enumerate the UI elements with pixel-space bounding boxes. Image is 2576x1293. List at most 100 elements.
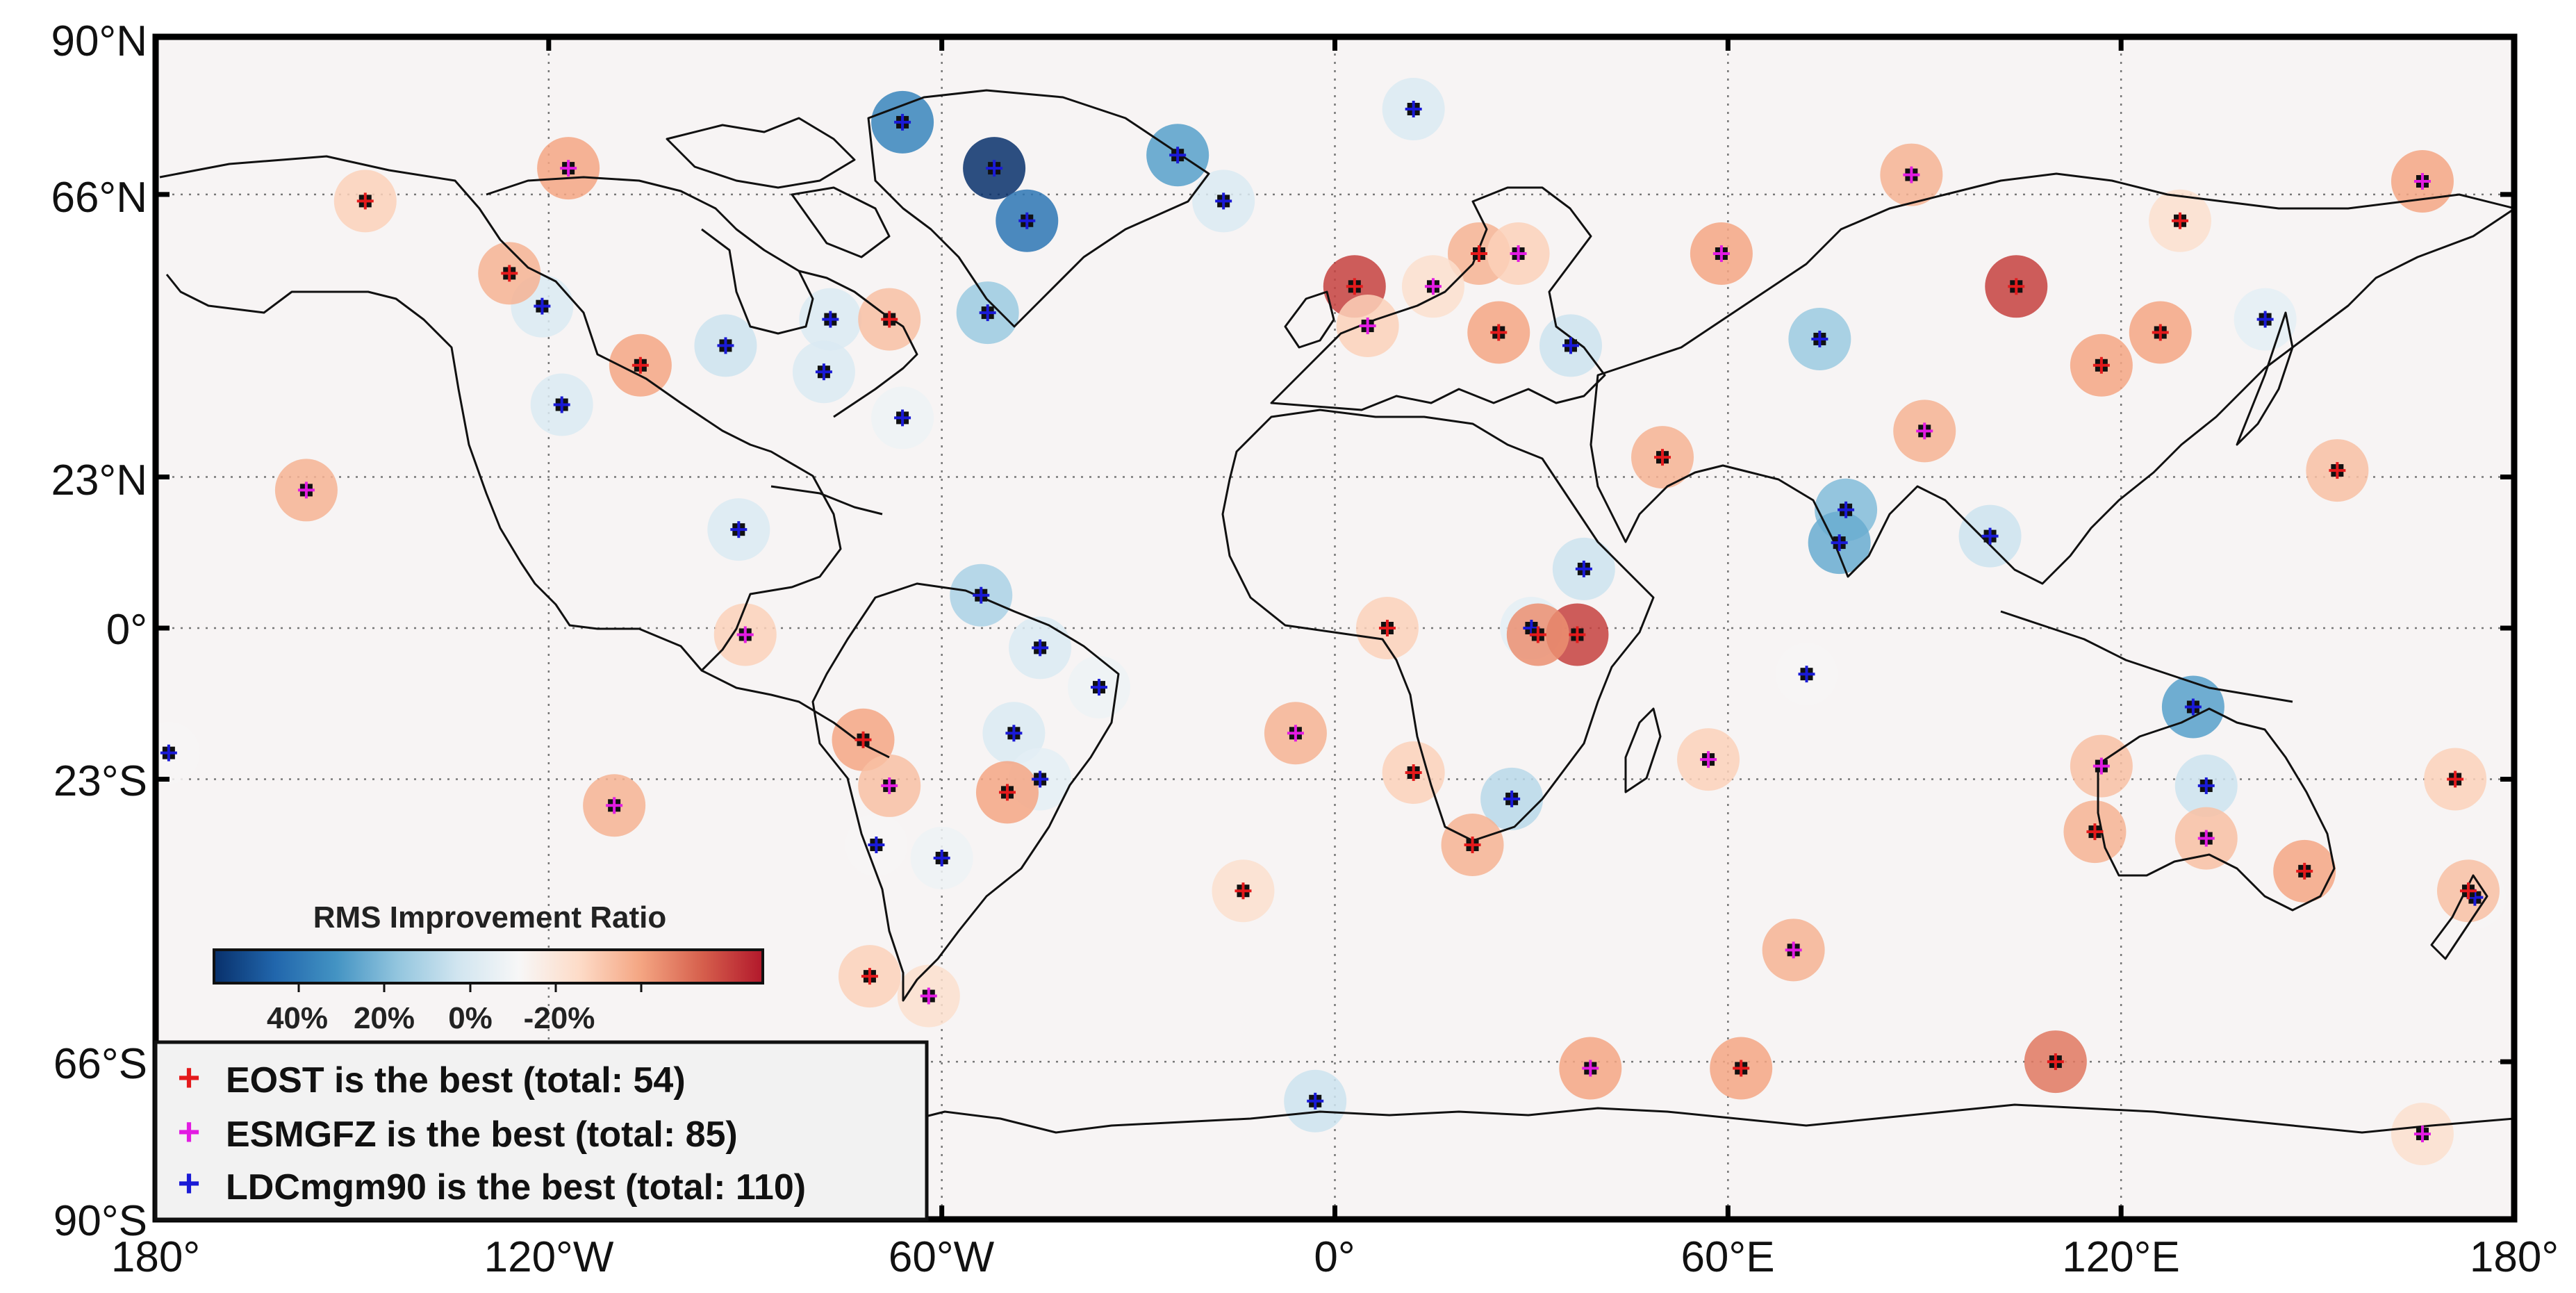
station-marker-ldcmgm90 [986,160,1003,177]
station-marker-esmgfz [2413,173,2431,190]
coast-new-zealand [2430,874,2488,960]
station-marker-ldcmgm90 [1005,725,1023,742]
coast-antarctica [889,1103,2514,1134]
station-marker-esmgfz [920,987,937,1005]
lat-label-90n: 90°N [51,17,147,65]
colorbar-tick-minus20: -20% [524,1001,595,1035]
station-marker-esmgfz [736,626,754,643]
coast-africa [1221,409,1655,842]
lat-label-90s: 90°S [53,1197,147,1245]
legend: + EOST is the best (total: 54) + ESMGFZ … [154,1040,929,1221]
legend-label-ldcmgm90: LDCmgm90 is the best (total: 110) [226,1167,806,1208]
station-marker-ldcmgm90 [973,586,990,604]
station-marker-eost [1569,626,1586,643]
station-marker-esmgfz [1903,166,1920,183]
colorbar-tick-0: 0% [448,1001,493,1035]
lat-label-23n: 23°N [51,456,147,504]
station-marker-eost [1490,324,1508,341]
station-marker-eost [1346,278,1363,295]
lon-label-120w: 120°W [484,1233,614,1281]
station-marker-ldcmgm90 [2256,311,2274,328]
station-marker-ldcmgm90 [1018,212,1036,229]
station-marker-eost [631,356,649,374]
coast-canada-north [486,176,918,418]
legend-item-ldcmgm90: + LDCmgm90 is the best (total: 110) [178,1161,806,1208]
station-marker-esmgfz [560,160,577,177]
colorbar-tick-40: 40% [267,1001,328,1035]
station-marker-ldcmgm90 [1405,101,1422,118]
station-marker-eost [2447,771,2464,788]
station-marker-ldcmgm90 [1307,1092,1324,1110]
station-marker-eost [1378,620,1396,636]
station-marker-ldcmgm90 [894,409,911,427]
colorbar-tick-20: 20% [354,1001,415,1035]
coast-uk [1284,290,1335,349]
station-marker-eost [2296,862,2313,880]
station-marker-ldcmgm90 [1503,790,1521,807]
station-marker-esmgfz [2197,830,2215,847]
coast-australia [2097,707,2336,912]
station-marker-ldcmgm90 [822,311,839,328]
station-markers [160,101,2484,1143]
legend-marker-ldcmgm90: + [178,1161,201,1205]
lon-label-180e: 180° [2470,1233,2559,1281]
station-marker-eost [1654,449,1671,466]
station-marker-esmgfz [1785,941,1802,959]
station-marker-esmgfz [1359,318,1376,335]
station-marker-ldcmgm90 [815,363,832,381]
station-marker-ldcmgm90 [979,304,996,322]
legend-label-esmgfz: ESMGFZ is the best (total: 85) [226,1114,738,1155]
lat-label-66n: 66°N [51,174,147,222]
legend-label-eost: EOST is the best (total: 54) [226,1060,686,1101]
station-marker-ldcmgm90 [1169,147,1187,164]
station-marker-eost [2092,356,2110,374]
station-marker-ldcmgm90 [1575,560,1592,577]
station-marker-ldcmgm90 [1562,337,1579,354]
station-marker-ldcmgm90 [2197,777,2215,794]
station-marker-eost [1733,1060,1750,1077]
coast-japan [2236,311,2294,446]
station-marker-ldcmgm90 [1838,501,1855,518]
lon-label-0: 0° [1314,1233,1355,1281]
station-marker-eost [1235,882,1252,900]
station-marker-eost [1529,626,1546,643]
legend-marker-eost: + [178,1055,201,1099]
station-marker-eost [2329,462,2346,479]
coast-south-america [811,582,1120,1002]
station-marker-ldcmgm90 [933,849,950,866]
station-marker-eost [2008,278,2025,295]
station-marker-ldcmgm90 [1831,534,1848,552]
station-marker-esmgfz [1712,245,1730,263]
station-marker-eost [1470,245,1487,263]
station-marker-ldcmgm90 [1032,639,1049,657]
legend-item-esmgfz: + ESMGFZ is the best (total: 85) [178,1110,738,1155]
station-ratio-circle [156,721,200,784]
station-marker-eost [854,731,872,748]
station-marker-eost [881,311,898,328]
lat-label-23s: 23°S [53,757,147,805]
coast-madagascar [1624,707,1662,793]
lat-label-0: 0° [106,606,147,654]
lon-label-120e: 120°E [2062,1233,2180,1281]
station-marker-eost [2152,324,2169,341]
station-marker-eost [2172,212,2189,229]
coast-north-america [159,155,842,672]
station-marker-ldcmgm90 [1091,679,1107,696]
legend-box [154,1040,929,1221]
lon-label-60e: 60°E [1681,1233,1774,1281]
station-marker-ldcmgm90 [868,837,885,854]
coast-hudson-bay [701,228,814,335]
colorbar-gradient [213,948,764,985]
station-marker-ldcmgm90 [894,113,911,131]
station-marker-esmgfz [1287,725,1304,742]
station-marker-eost [998,784,1016,801]
station-marker-ldcmgm90 [1811,330,1828,347]
colorbar: RMS Improvement Ratio 40% 20% 0% -20% [213,900,764,1035]
station-marker-esmgfz [1510,245,1527,263]
station-marker-ldcmgm90 [1981,527,1999,545]
station-marker-ldcmgm90 [2184,698,2202,716]
coast-arctic-islands [666,117,891,258]
station-marker-ldcmgm90 [1215,192,1232,210]
station-marker-eost [501,265,518,282]
